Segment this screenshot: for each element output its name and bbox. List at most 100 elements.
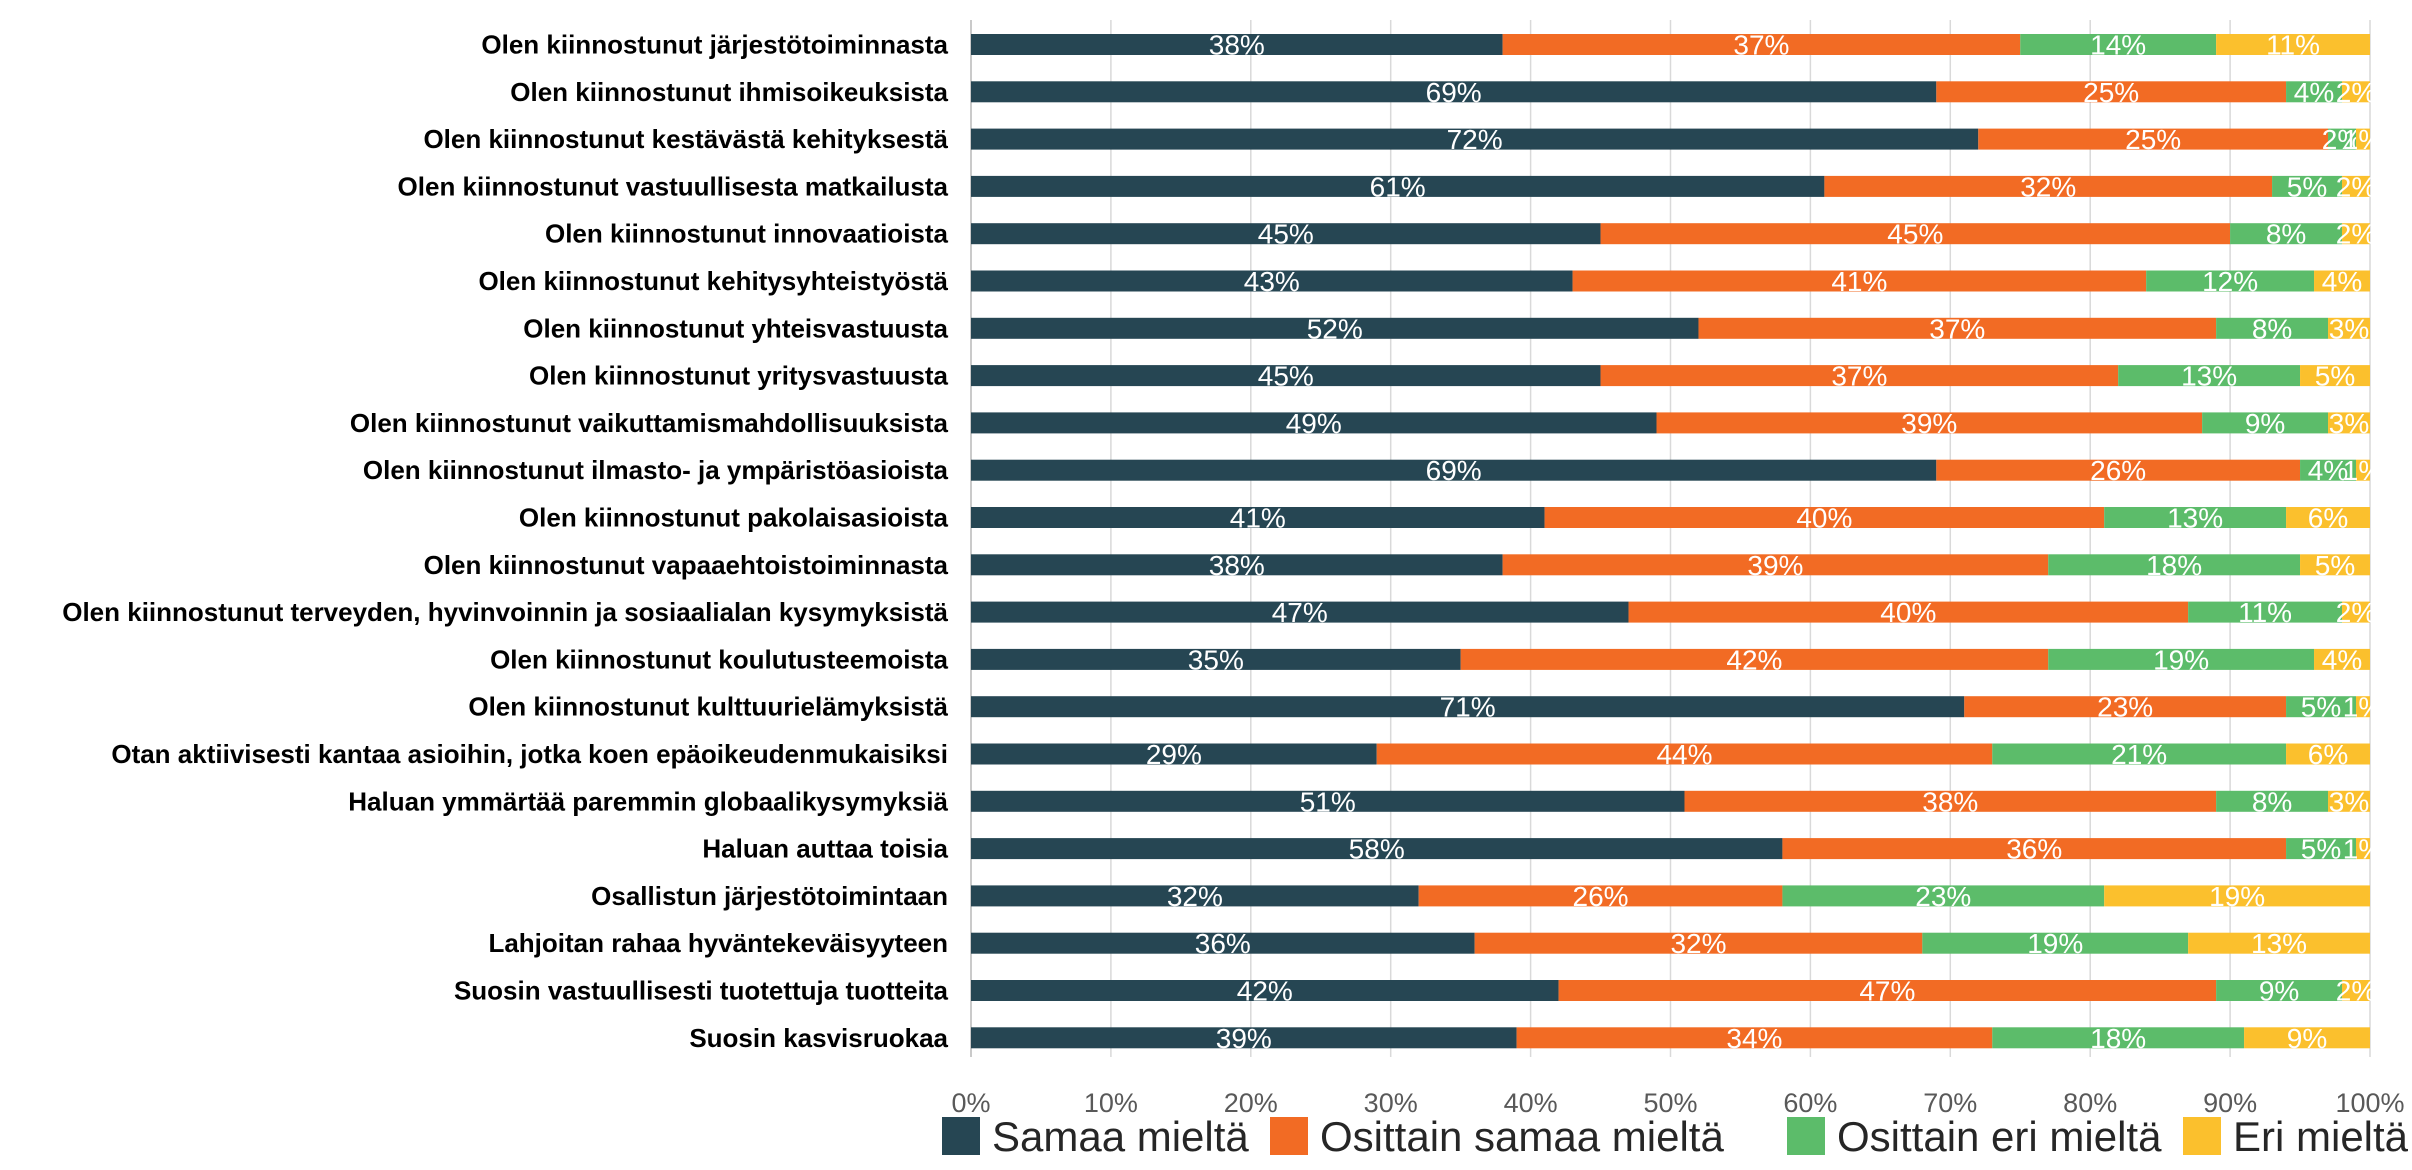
data-label: 40%: [1796, 503, 1852, 534]
bar-osittain-eri-mielta: [2272, 175, 2343, 197]
bar-osittain-eri-mielta: [1782, 885, 2105, 907]
data-label: 45%: [1887, 219, 1943, 250]
bar-samaa-mielta: [971, 412, 1657, 434]
bars: 38% 37% 14% 11%69% 25% 4% 2%72% 25% 2%1%61% 32% 5%…: [971, 30, 2383, 1054]
legend-label: Osittain eri mieltä: [1837, 1113, 2162, 1160]
bar-osittain-eri-mielta: [2286, 81, 2343, 103]
data-label: 41%: [1831, 266, 1887, 297]
data-label: 1%: [2343, 834, 2383, 865]
bar-osittain-eri-mielta: [2216, 980, 2343, 1001]
bar-samaa-mielta: [971, 128, 1979, 150]
data-label: 5%: [2315, 550, 2355, 581]
data-label: 49%: [1286, 408, 1342, 439]
bar-samaa-mielta: [971, 317, 1699, 339]
bar-osittain-eri-mielta: [2286, 838, 2357, 860]
data-label: 18%: [2090, 1023, 2146, 1054]
category-label: Suosin vastuullisesti tuotettuja tuottei…: [454, 976, 949, 1006]
x-tick-label: 30%: [1364, 1088, 1418, 1118]
bar-samaa-mielta: [971, 648, 1461, 670]
bar-osittain-samaa-mielta: [1978, 128, 2329, 150]
x-tick-label: 10%: [1084, 1088, 1138, 1118]
data-label: 2%: [2336, 976, 2376, 1007]
bar-samaa-mielta: [971, 507, 1545, 528]
bar-osittain-samaa-mielta: [1698, 317, 2217, 339]
bar-osittain-eri-mielta: [2230, 223, 2343, 245]
bar-osittain-eri-mielta: [2048, 554, 2301, 576]
data-label: 5%: [2315, 361, 2355, 392]
data-label: 1%: [2343, 692, 2383, 723]
category-label: Olen kiinnostunut innovaatioista: [545, 219, 949, 249]
bar-samaa-mielta: [971, 175, 1825, 197]
bar-osittain-samaa-mielta: [1824, 175, 2273, 197]
data-label: 39%: [1747, 550, 1803, 581]
category-label: Olen kiinnostunut kehitysyhteistyöstä: [478, 266, 948, 296]
data-label: 9%: [2259, 976, 2299, 1007]
data-label: 39%: [1901, 408, 1957, 439]
bar-osittain-samaa-mielta: [1936, 81, 2287, 103]
data-label: 40%: [1880, 597, 1936, 628]
x-tick-label: 80%: [2063, 1088, 2117, 1118]
data-label: 4%: [2294, 77, 2334, 108]
data-label: 36%: [2006, 834, 2062, 865]
bar-osittain-samaa-mielta: [1628, 601, 2189, 623]
bar-eri-mielta: [2342, 175, 2370, 197]
data-label: 6%: [2308, 503, 2348, 534]
bar-samaa-mielta: [971, 365, 1601, 387]
data-label: 41%: [1230, 503, 1286, 534]
bar-eri-mielta: [2356, 459, 2370, 481]
category-label: Lahjoitan rahaa hyväntekeväisyyteen: [488, 928, 948, 958]
bar-osittain-eri-mielta: [2104, 507, 2287, 528]
data-label: 19%: [2153, 644, 2209, 675]
x-tick-label: 60%: [1783, 1088, 1837, 1118]
legend-swatch-eri-mielta: [2183, 1117, 2221, 1155]
category-label: Olen kiinnostunut yritysvastuusta: [529, 361, 949, 391]
category-label: Olen kiinnostunut pakolaisasioista: [519, 503, 949, 533]
bar-osittain-samaa-mielta: [1782, 838, 2287, 860]
category-label: Osallistun järjestötoimintaan: [591, 881, 948, 911]
bar-osittain-eri-mielta: [2146, 270, 2315, 292]
data-label: 2%: [2336, 597, 2376, 628]
data-label: 8%: [2252, 786, 2292, 817]
data-label: 71%: [1440, 692, 1496, 723]
bar-samaa-mielta: [971, 81, 1937, 103]
data-label: 6%: [2308, 739, 2348, 770]
category-label: Olen kiinnostunut terveyden, hyvinvoinni…: [62, 597, 948, 627]
data-label: 39%: [1216, 1023, 1272, 1054]
data-label: 23%: [1915, 881, 1971, 912]
bar-samaa-mielta: [971, 932, 1475, 954]
data-label: 2%: [2336, 219, 2376, 250]
bar-eri-mielta: [2314, 648, 2370, 670]
bar-osittain-eri-mielta: [1992, 743, 2287, 765]
data-label: 5%: [2301, 692, 2341, 723]
data-label: 38%: [1922, 786, 1978, 817]
bar-osittain-samaa-mielta: [1684, 790, 2217, 812]
data-label: 9%: [2287, 1023, 2327, 1054]
bar-eri-mielta: [2286, 507, 2370, 528]
bar-eri-mielta: [2314, 270, 2370, 292]
bar-osittain-eri-mielta: [2216, 790, 2329, 812]
data-label: 44%: [1656, 739, 1712, 770]
bar-eri-mielta: [2188, 932, 2370, 954]
data-label: 8%: [2266, 219, 2306, 250]
x-axis-ticks: 0% 10% 20% 30% 40% 50% 60% 70% 80% 90% 100%: [951, 1088, 2404, 1118]
data-label: 45%: [1258, 219, 1314, 250]
bar-samaa-mielta: [971, 601, 1629, 623]
legend-label: Osittain samaa mieltä: [1320, 1113, 1724, 1160]
bar-samaa-mielta: [971, 34, 1503, 55]
bar-osittain-samaa-mielta: [1460, 648, 2049, 670]
data-label: 11%: [2266, 30, 2320, 61]
bar-eri-mielta: [2328, 412, 2370, 434]
x-tick-label: 70%: [1923, 1088, 1977, 1118]
data-label: 42%: [1237, 976, 1293, 1007]
category-label: Olen kiinnostunut koulutusteemoista: [490, 644, 948, 674]
bar-osittain-eri-mielta: [2328, 128, 2357, 150]
bar-osittain-eri-mielta: [2118, 365, 2301, 387]
data-label: 8%: [2252, 313, 2292, 344]
data-label: 43%: [1244, 266, 1300, 297]
data-label: 5%: [2287, 171, 2327, 202]
data-label: 72%: [1447, 124, 1503, 155]
data-label: 12%: [2202, 266, 2258, 297]
data-label: 29%: [1146, 739, 1202, 770]
bar-samaa-mielta: [971, 885, 1419, 907]
